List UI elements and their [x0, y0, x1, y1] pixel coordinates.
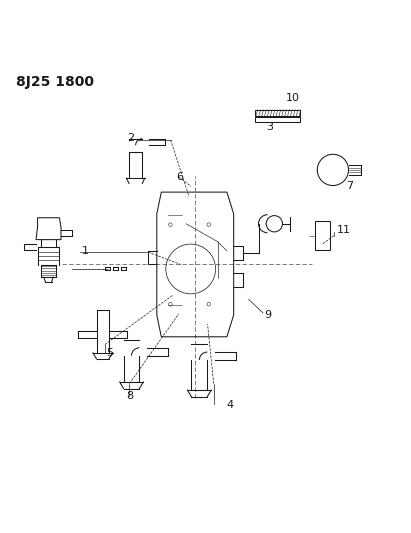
Text: 11: 11	[337, 225, 351, 236]
Text: 8J25 1800: 8J25 1800	[16, 75, 95, 90]
Text: 10: 10	[286, 93, 300, 103]
Text: 3: 3	[266, 122, 273, 132]
Text: 1: 1	[81, 246, 88, 256]
Bar	[255, 110, 300, 116]
Text: 2: 2	[127, 133, 134, 143]
Bar	[255, 117, 300, 122]
Text: 9: 9	[265, 310, 272, 320]
Text: 5: 5	[106, 348, 113, 358]
Text: 6: 6	[177, 172, 184, 182]
Bar	[315, 221, 330, 251]
Text: 7: 7	[346, 181, 353, 190]
Text: 8: 8	[127, 391, 134, 401]
Text: 4: 4	[226, 400, 233, 410]
